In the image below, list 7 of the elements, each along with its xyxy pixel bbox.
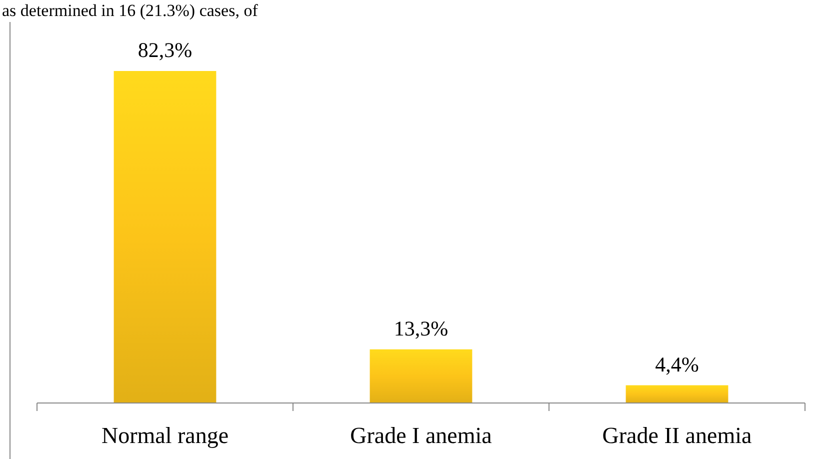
data-label: 82,3% bbox=[138, 38, 192, 62]
x-tick-label: Grade I anemia bbox=[350, 423, 492, 448]
x-tick-label: Normal range bbox=[101, 423, 229, 448]
x-tick-label: Grade II anemia bbox=[602, 423, 752, 448]
data-label: 4,4% bbox=[655, 352, 699, 376]
data-label: 13,3% bbox=[394, 316, 448, 340]
text: as determined in 16 (21.3%) cases, of bbox=[2, 1, 258, 20]
